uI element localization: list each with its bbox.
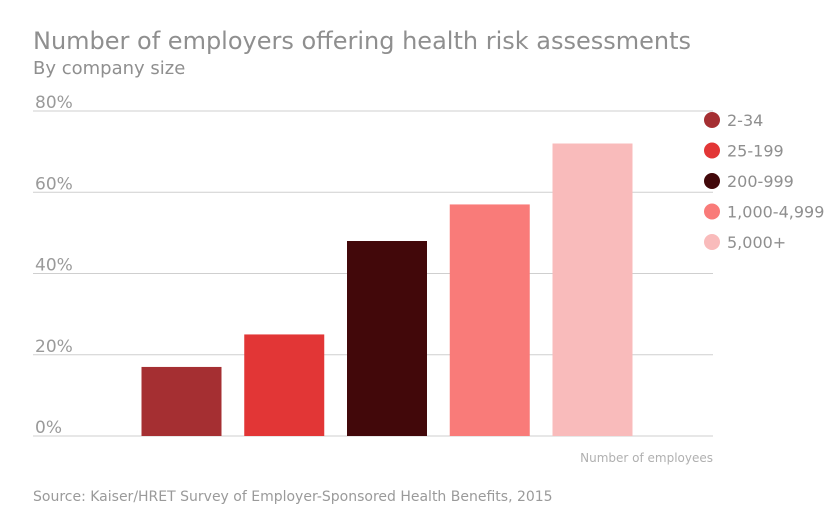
y-tick-label: 40% [35,256,73,276]
legend-label: 200-999 [727,172,794,191]
legend: 2-34 25-199 200-999 1,000-4,999 5,000+ [704,111,824,252]
legend-label: 25-199 [727,142,784,161]
chart-subtitle: By company size [33,58,185,79]
bar-25-199 [244,334,325,436]
bars [141,143,633,436]
legend-swatch [704,234,720,250]
legend-label: 2-34 [727,111,763,130]
legend-label: 5,000+ [727,233,786,252]
chart-title: Number of employers offering health risk… [33,27,691,55]
legend-swatch [704,112,720,128]
bar-5-000 [552,143,633,436]
x-axis-label: Number of employees [580,451,713,465]
y-tick-label: 60% [35,174,73,194]
legend-swatch [704,173,720,189]
y-tick-label: 20% [35,337,73,357]
bar-200-999 [347,241,427,436]
source-note: Source: Kaiser/HRET Survey of Employer-S… [33,489,553,505]
legend-swatch [704,203,720,220]
y-axis-ticks: 0% 20% 40% 60% 80% [35,93,73,438]
bar-2-34 [141,366,222,436]
legend-label: 1,000-4,999 [727,203,824,222]
legend-swatch [704,142,720,159]
bar-1-000-4-999 [449,204,530,436]
y-tick-label: 0% [35,418,62,438]
y-tick-label: 80% [35,93,73,113]
